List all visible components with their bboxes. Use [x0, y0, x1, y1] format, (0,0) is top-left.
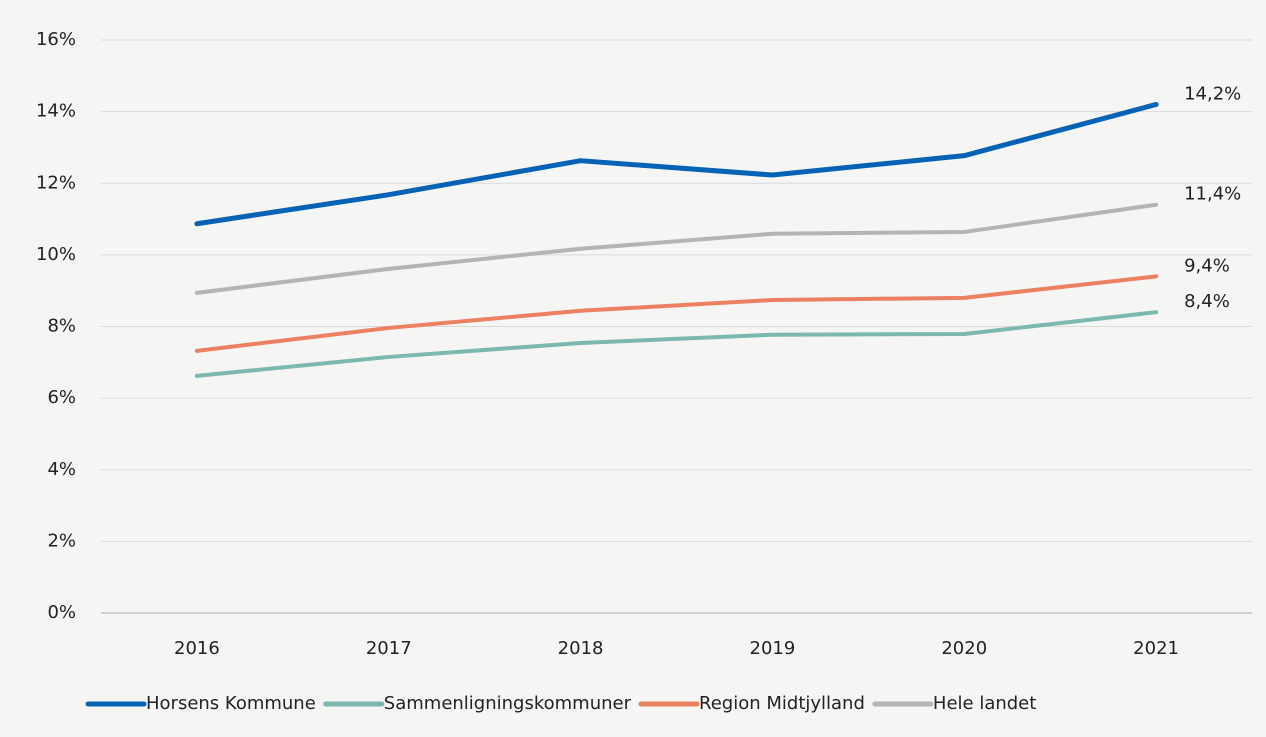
- data-label: 8,4%: [1184, 291, 1230, 312]
- x-tick-label: 2020: [941, 638, 987, 659]
- x-tick-label: 2019: [750, 638, 796, 659]
- y-tick-label: 4%: [47, 459, 76, 480]
- y-tick-label: 2%: [47, 530, 76, 551]
- y-tick-label: 8%: [47, 316, 76, 337]
- data-label: 11,4%: [1184, 184, 1241, 205]
- y-tick-label: 0%: [47, 602, 76, 623]
- legend-label: Hele landet: [933, 693, 1036, 714]
- legend-label: Region Midtjylland: [699, 693, 865, 714]
- x-tick-label: 2017: [366, 638, 412, 659]
- x-tick-label: 2021: [1133, 638, 1179, 659]
- legend-label: Sammenligningskommuner: [384, 693, 632, 714]
- series-line: [194, 202, 1159, 295]
- data-label: 9,4%: [1184, 255, 1230, 276]
- legend-label: Horsens Kommune: [146, 693, 316, 714]
- x-tick-label: 2018: [558, 638, 604, 659]
- x-tick-label: 2016: [174, 638, 220, 659]
- series-line: [194, 310, 1159, 378]
- data-label: 14,2%: [1184, 83, 1241, 104]
- y-tick-label: 10%: [36, 244, 76, 265]
- y-tick-label: 6%: [47, 387, 76, 408]
- series-line: [194, 274, 1159, 353]
- y-tick-label: 12%: [36, 172, 76, 193]
- y-tick-label: 16%: [36, 29, 76, 50]
- series-line: [194, 101, 1159, 227]
- y-tick-label: 14%: [36, 101, 76, 122]
